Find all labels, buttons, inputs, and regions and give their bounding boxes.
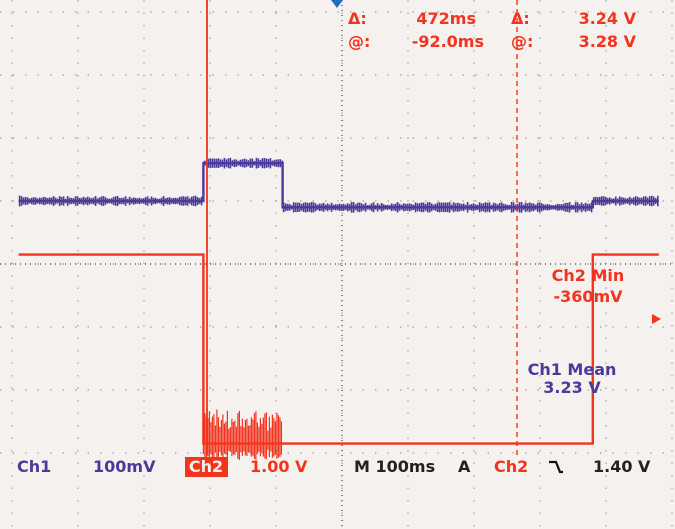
trigger-mode: A [458, 457, 471, 476]
trigger-source: Ch2 [494, 457, 528, 476]
falling-edge-icon [549, 460, 563, 474]
volt-delta-value: 3.24 V [579, 9, 637, 28]
volt-at-symbol: @: [511, 32, 533, 51]
time-at-symbol: @: [348, 32, 370, 51]
ch2-label[interactable]: Ch2 [189, 457, 223, 476]
status-bar: Ch1 100mV Ch2 1.00 V M 100ms A Ch2 1.40 … [17, 457, 651, 477]
trigger-level-arrow-icon [652, 314, 661, 324]
ch2-min-label: Ch2 Min [552, 266, 625, 285]
trace-ch2 [18, 253, 659, 445]
traces [18, 157, 659, 461]
ch1-mean-label: Ch1 Mean [528, 360, 617, 379]
ch2-min-value: -360mV [553, 287, 623, 306]
ch1-scale: 100mV [93, 457, 156, 476]
trigger-position-icon [331, 0, 343, 8]
time-delta-value: 472ms [416, 9, 476, 28]
ch2-scale: 1.00 V [250, 457, 308, 476]
volt-delta-symbol: Δ: [511, 9, 530, 28]
measurements: Ch2 Min -360mV Ch1 Mean 3.23 V [528, 266, 625, 397]
time-delta-symbol: Δ: [348, 9, 367, 28]
trigger-level: 1.40 V [593, 457, 651, 476]
volt-at-value: 3.28 V [579, 32, 637, 51]
cursor-readout: Δ: 472ms @: -92.0ms Δ: 3.24 V @: 3.28 V [348, 9, 637, 51]
trace-ch1 [18, 162, 659, 209]
ch1-label[interactable]: Ch1 [17, 457, 51, 476]
time-at-value: -92.0ms [412, 32, 484, 51]
ch2-label-badge[interactable] [185, 457, 228, 477]
ch1-mean-value: 3.23 V [543, 378, 601, 397]
timebase: M 100ms [354, 457, 435, 476]
